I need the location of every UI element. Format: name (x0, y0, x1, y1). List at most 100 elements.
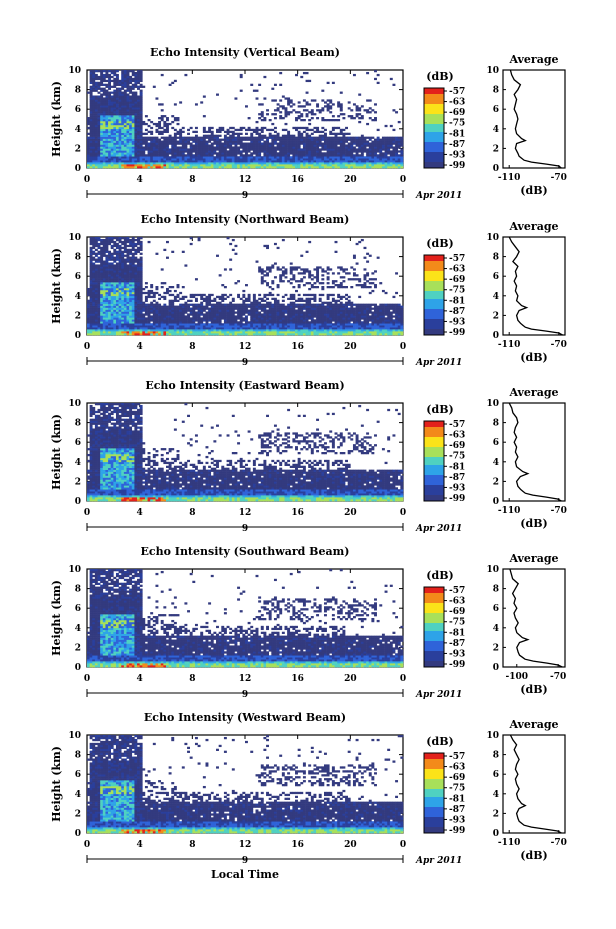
heatmap-cell (400, 321, 404, 324)
heatmap-cell (250, 325, 254, 328)
heatmap-cell (281, 142, 285, 145)
heatmap-cell (176, 309, 180, 312)
heatmap-cell (250, 160, 254, 163)
heatmap-cell (237, 323, 241, 326)
heatmap-cell (258, 162, 262, 165)
heatmap-cell (105, 124, 109, 128)
heatmap-cell (115, 122, 119, 126)
heatmap-cell (255, 331, 259, 334)
heatmap-cell (113, 128, 117, 132)
heatmap-cell (192, 156, 196, 159)
heatmap-cell (129, 144, 133, 147)
heatmap-cell (139, 146, 143, 149)
heatmap-cell (268, 317, 272, 320)
heatmap-cell (252, 307, 256, 310)
heatmap-cell (271, 160, 275, 163)
heatmap-cell (250, 309, 254, 312)
heatmap-cell (137, 111, 140, 114)
heatmap-cell (131, 166, 135, 169)
heatmap-cell (363, 311, 367, 314)
heatmap-cell (102, 164, 106, 167)
heatmap-cell (160, 164, 164, 167)
heatmap-cell (316, 305, 320, 308)
heatmap-cell (89, 140, 93, 143)
heatmap-cell (334, 329, 338, 332)
heatmap-cell (271, 315, 275, 318)
heatmap-cell (337, 156, 341, 159)
heatmap-cell (231, 331, 235, 334)
heatmap-cell (216, 309, 219, 312)
heatmap-cell (137, 144, 140, 147)
heatmap-cell (163, 164, 167, 167)
heatmap-cell (184, 73, 188, 77)
heatmap-cell (345, 327, 348, 330)
heatmap-cell (110, 323, 114, 326)
heatmap-cell (131, 319, 135, 322)
heatmap-cell (152, 140, 156, 143)
heatmap-cell (334, 319, 338, 322)
heatmap-cell (102, 321, 106, 324)
heatmap-cell (245, 154, 248, 157)
heatmap-cell (271, 309, 275, 312)
heatmap-cell (313, 307, 317, 310)
heatmap-cell (289, 303, 293, 306)
heatmap-cell (173, 313, 177, 316)
heatmap-cell (181, 148, 185, 151)
heatmap-cell (171, 301, 175, 304)
heatmap-cell (97, 164, 101, 167)
heatmap-cell (352, 331, 356, 334)
heatmap-cell (281, 327, 285, 330)
heatmap-cell (221, 162, 225, 165)
heatmap-cell (263, 136, 267, 139)
heatmap-cell (229, 303, 233, 306)
heatmap-cell (155, 138, 159, 141)
heatmap-cell (163, 323, 167, 326)
heatmap-cell (105, 89, 109, 92)
heatmap-cell (223, 154, 227, 157)
heatmap-cell (297, 134, 301, 137)
heatmap-cell (368, 307, 372, 310)
heatmap-cell (118, 107, 122, 110)
heatmap-cell (208, 152, 212, 155)
heatmap-cell (197, 158, 201, 161)
heatmap-cell (258, 301, 262, 304)
heatmap-cell (139, 301, 143, 304)
heatmap-cell (94, 117, 98, 120)
heatmap-cell (331, 164, 335, 167)
heatmap-cell (97, 130, 101, 134)
heatmap-cell (100, 101, 104, 104)
heatmap-cell (160, 156, 164, 159)
heatmap-cell (118, 89, 122, 92)
heatmap-cell (345, 162, 348, 165)
heatmap-cell (276, 164, 280, 167)
heatmap-cell (213, 164, 217, 167)
heatmap-cell (89, 81, 93, 85)
heatmap-cell (363, 321, 367, 324)
heatmap-cell (263, 144, 267, 147)
heatmap-cell (105, 309, 109, 312)
heatmap-cell (137, 315, 140, 318)
heatmap-cell (250, 146, 254, 149)
heatmap-cell (295, 309, 298, 312)
heatmap-cell (231, 307, 235, 310)
heatmap-cell (245, 136, 248, 139)
heatmap-cell (321, 130, 325, 134)
heatmap-cell (281, 95, 285, 98)
heatmap-cell (110, 115, 114, 118)
heatmap-cell (223, 321, 227, 324)
heatmap-cell (379, 166, 383, 169)
heatmap-cell (395, 156, 399, 159)
heatmap-cell (247, 148, 251, 151)
heatmap-cell (121, 93, 125, 96)
heatmap-cell (229, 307, 233, 310)
heatmap-cell (313, 148, 317, 151)
heatmap-cell (316, 156, 320, 159)
heatmap-cell (105, 323, 109, 326)
heatmap-cell (247, 128, 251, 132)
heatmap-cell (144, 122, 148, 126)
heatmap-cell (276, 325, 280, 328)
heatmap-cell (184, 321, 188, 324)
heatmap-cell (313, 138, 317, 141)
heatmap-cell (310, 113, 314, 116)
heatmap-cell (97, 83, 101, 86)
